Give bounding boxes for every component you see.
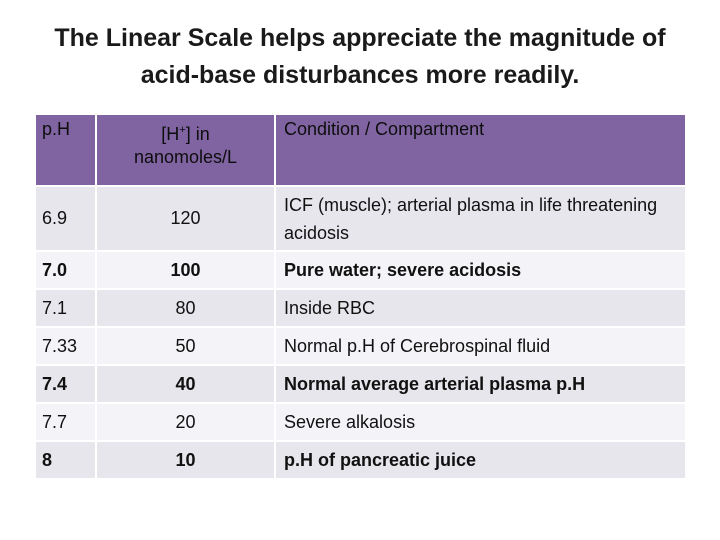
cell-condition: ICF (muscle); arterial plasma in life th… (275, 186, 685, 252)
cell-condition: Inside RBC (275, 289, 685, 328)
cell-h-concentration: 50 (96, 327, 276, 366)
header-ph: p.H (36, 115, 97, 187)
header-condition: Condition / Compartment (275, 115, 685, 187)
header-h-concentration: [H+] in nanomoles/L (96, 115, 276, 187)
cell-ph: 6.9 (36, 186, 97, 252)
table-header-row: p.H [H+] in nanomoles/L Condition / Comp… (36, 115, 685, 187)
cell-h-concentration: 80 (96, 289, 276, 328)
cell-ph: 7.0 (36, 251, 97, 290)
table-row: 7.7 20 Severe alkalosis (36, 403, 685, 442)
table-row: 7.1 80 Inside RBC (36, 289, 685, 328)
cell-h-concentration: 20 (96, 403, 276, 442)
cell-ph: 7.7 (36, 403, 97, 442)
header-h-post: ] in (185, 124, 210, 144)
slide-title: The Linear Scale helps appreciate the ma… (20, 20, 700, 94)
ph-table: p.H [H+] in nanomoles/L Condition / Comp… (36, 115, 685, 480)
cell-condition: Severe alkalosis (275, 403, 685, 442)
table-row: 7.0 100 Pure water; severe acidosis (36, 251, 685, 290)
cell-condition: Pure water; severe acidosis (275, 251, 685, 290)
header-h-pre: [H (161, 124, 180, 144)
table-row: 6.9 120 ICF (muscle); arterial plasma in l… (36, 186, 685, 252)
table-row: 7.33 50 Normal p.H of Cerebrospinal fluid (36, 327, 685, 366)
cell-h-concentration: 120 (96, 186, 276, 252)
cell-condition: Normal p.H of Cerebrospinal fluid (275, 327, 685, 366)
cell-h-concentration: 100 (96, 251, 276, 290)
cell-condition: Normal average arterial plasma p.H (275, 365, 685, 404)
title-line-2: acid-base disturbances more readily. (140, 61, 580, 89)
cell-h-concentration: 40 (96, 365, 276, 404)
header-h-sup: + (179, 124, 186, 136)
header-h-line2: nanomoles/L (133, 147, 238, 167)
cell-ph: 7.1 (36, 289, 97, 328)
cell-ph: 7.33 (36, 327, 97, 366)
cell-ph: 7.4 (36, 365, 97, 404)
cell-condition: p.H of pancreatic juice (275, 441, 685, 480)
cell-ph: 8 (36, 441, 97, 480)
title-line-1: The Linear Scale helps appreciate the ma… (54, 24, 666, 52)
cell-h-concentration: 10 (96, 441, 276, 480)
table-row: 8 10 p.H of pancreatic juice (36, 441, 685, 480)
table-row: 7.4 40 Normal average arterial plasma p.H (36, 365, 685, 404)
